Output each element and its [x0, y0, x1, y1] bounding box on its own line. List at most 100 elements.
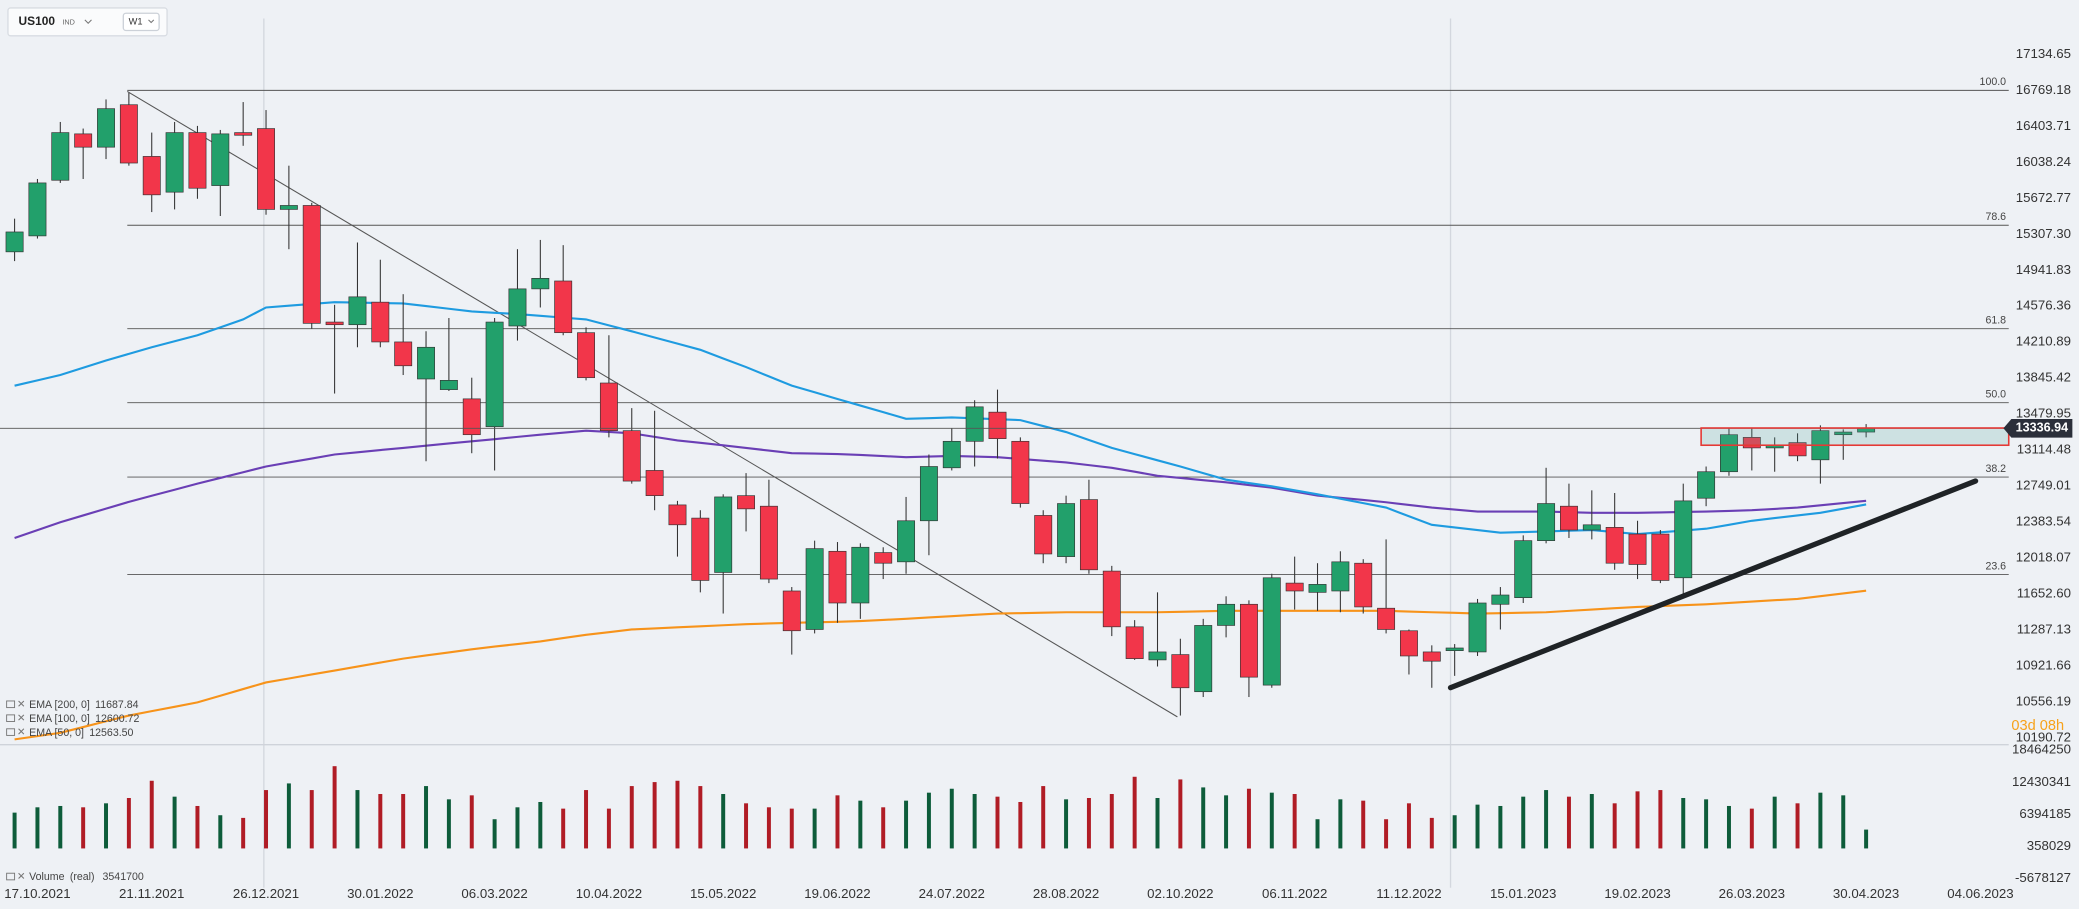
candle-body — [1354, 562, 1373, 608]
candle-body — [188, 132, 207, 189]
candle-body — [211, 133, 230, 186]
volume-bar — [218, 815, 223, 849]
volume-tick-label: -5678127 — [2015, 870, 2071, 885]
volume-bar — [1315, 819, 1320, 849]
candle-body — [439, 380, 458, 390]
candle-body — [119, 104, 138, 164]
fib-label: 23.6 — [1985, 560, 2006, 572]
x-tick-label: 06.03.2022 — [461, 886, 527, 901]
volume-bar — [675, 780, 680, 849]
candle-body — [348, 296, 367, 326]
last-price-pointer — [2003, 419, 2073, 438]
x-tick-label: 04.06.2023 — [1947, 886, 2013, 901]
volume-bar — [81, 807, 86, 849]
y-tick-label: 10190.72 — [2016, 730, 2071, 745]
candle-body — [1628, 533, 1647, 565]
volume-bar — [972, 794, 977, 849]
volume-bar — [1064, 799, 1069, 849]
ema-line — [14, 429, 1867, 540]
volume-bar — [1178, 779, 1183, 849]
candle-body — [394, 341, 413, 367]
volume-bar — [766, 807, 771, 849]
volume-bar — [1292, 794, 1297, 849]
candle-body — [942, 440, 961, 469]
chart-marks — [0, 89, 2009, 849]
candle-body — [1560, 505, 1578, 531]
candle-body — [1537, 503, 1556, 541]
candle-body — [691, 517, 710, 581]
y-tick-label: 12018.07 — [2016, 550, 2071, 565]
volume-bar — [378, 794, 383, 849]
volume-bar — [1749, 808, 1754, 849]
volume-bar — [1132, 776, 1137, 849]
volume-bar — [1818, 792, 1823, 849]
candle-body — [1125, 626, 1144, 659]
volume-bar — [949, 788, 954, 849]
y-tick-label: 12383.54 — [2016, 514, 2071, 529]
candle-body — [417, 346, 435, 380]
legend-icon — [6, 714, 16, 722]
legend-icon — [6, 872, 16, 881]
volume-bar — [1384, 819, 1389, 849]
legend-entry: EMA [50, 0] 12563.50 — [29, 727, 133, 739]
candle-body — [485, 321, 504, 428]
dropdown-arrow[interactable] — [84, 19, 92, 24]
volume-bar — [149, 780, 154, 849]
x-tick-label: 26.03.2023 — [1719, 886, 1785, 901]
volume-bar — [1269, 792, 1274, 849]
x-tick-label: 02.10.2022 — [1147, 886, 1213, 901]
volume-bar — [698, 786, 703, 849]
candle-body — [988, 411, 1007, 439]
volume-bar — [515, 807, 520, 849]
candle-body — [1285, 582, 1304, 592]
volume-bar — [789, 808, 794, 849]
volume-bar — [584, 790, 589, 849]
dropdown-arrow[interactable] — [148, 19, 155, 24]
candle-body — [257, 128, 275, 210]
candle-body — [1079, 499, 1098, 571]
x-tick-label: 24.07.2022 — [919, 886, 985, 901]
volume-bar — [1704, 799, 1709, 849]
ema-line — [14, 301, 1867, 536]
legend-entry: EMA [100, 0] 12600.72 — [29, 713, 139, 725]
symbol-box[interactable]: US100 IND W1 — [7, 7, 168, 37]
volume-bar — [561, 808, 566, 849]
volume-bar — [1521, 796, 1526, 849]
volume-bar — [904, 800, 909, 849]
volume-bar — [401, 794, 406, 849]
candle-body — [1057, 503, 1076, 557]
y-tick-label: 14576.36 — [2016, 298, 2071, 313]
y-tick-label: 14941.83 — [2016, 262, 2071, 277]
candle-body — [554, 280, 573, 334]
legend-icon — [6, 700, 16, 709]
volume-bar — [12, 812, 17, 849]
volume-bar — [835, 795, 840, 849]
support-trend-line — [1447, 478, 1979, 691]
volume-bar — [721, 794, 726, 849]
volume-bar — [1018, 801, 1023, 849]
volume-bar — [104, 803, 109, 849]
volume-bar — [1361, 800, 1366, 849]
candle-body — [1605, 527, 1624, 564]
candle-body — [5, 231, 24, 253]
candle-body — [1377, 607, 1396, 630]
timeframe-button[interactable] — [122, 12, 160, 32]
candle-body — [1468, 602, 1487, 653]
candle-body — [165, 132, 184, 193]
candle-body — [897, 520, 916, 563]
candle-body — [1194, 625, 1213, 693]
volume-tick-label: 12430341 — [2012, 774, 2071, 789]
y-tick-label: 16403.71 — [2016, 118, 2071, 133]
candle-body — [51, 132, 70, 181]
candle-body — [325, 321, 344, 326]
y-tick-label: 10921.66 — [2016, 658, 2071, 673]
volume-bar — [35, 807, 40, 849]
legend-icon — [18, 872, 25, 879]
candle-body — [737, 495, 756, 510]
volume-bar — [1566, 796, 1571, 849]
volume-bar — [241, 817, 246, 849]
x-tick-label: 15.05.2022 — [690, 886, 756, 901]
volume-bar — [1452, 815, 1457, 849]
y-tick-label: 14210.89 — [2016, 334, 2071, 349]
volume-bar — [1658, 790, 1663, 849]
